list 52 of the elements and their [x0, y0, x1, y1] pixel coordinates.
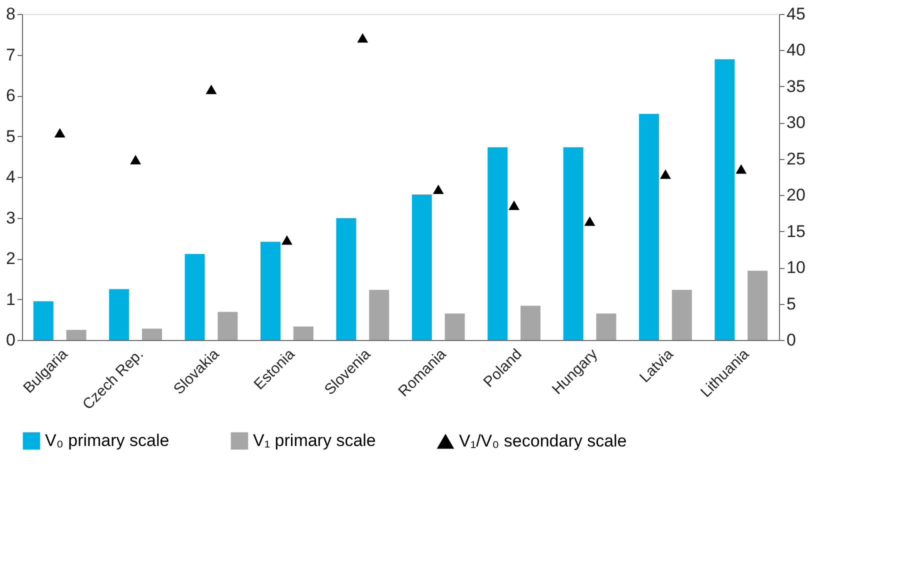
point [54, 128, 66, 138]
bar [336, 218, 356, 340]
y2-tick-label: 40 [786, 40, 806, 60]
bar [293, 326, 314, 340]
y2-tick-label: 0 [786, 330, 796, 350]
bar [672, 290, 692, 340]
y-tick-label: 7 [6, 45, 16, 64]
point [660, 169, 671, 179]
bar [218, 312, 238, 340]
bar [184, 254, 205, 340]
legend-label: V₁/V₀ secondary scale [459, 431, 627, 450]
bar [714, 59, 735, 340]
bar [520, 306, 541, 340]
y2-tick-label: 35 [786, 76, 806, 96]
point [281, 235, 292, 245]
point [584, 216, 596, 226]
y-tick-label: 4 [6, 168, 16, 186]
bar [444, 314, 465, 340]
bar [66, 330, 86, 340]
y-tick-label: 6 [6, 86, 16, 105]
y-tick-label: 5 [6, 126, 16, 146]
y2-tick-label: 15 [786, 222, 806, 241]
bar [142, 328, 162, 340]
point [432, 184, 444, 194]
y-tick-label: 2 [6, 249, 16, 268]
point [736, 164, 747, 174]
bar [412, 194, 432, 340]
bar [33, 301, 54, 340]
bar [638, 114, 659, 340]
point [357, 33, 368, 43]
bar [748, 270, 768, 340]
y-tick-label: 0 [6, 330, 16, 350]
bar [369, 290, 390, 340]
point [130, 154, 142, 164]
legend-label: V₁ primary scale [253, 430, 376, 450]
bar [260, 242, 280, 340]
y2-tick-label: 45 [786, 4, 806, 24]
y2-tick-label: 10 [786, 258, 806, 278]
point [508, 200, 520, 210]
y2-tick-label: 30 [786, 113, 806, 132]
y-tick-label: 3 [6, 208, 16, 228]
bar [596, 314, 616, 340]
y2-tick-label: 25 [786, 149, 806, 168]
bar [109, 289, 130, 340]
point [206, 84, 217, 94]
bar [488, 147, 508, 340]
y-tick-label: 8 [6, 4, 16, 24]
y-tick-label: 1 [6, 290, 16, 309]
bar [563, 147, 584, 340]
legend-label: V₀ primary scale [45, 430, 170, 450]
y2-tick-label: 20 [786, 186, 806, 205]
y2-tick-label: 5 [786, 294, 796, 314]
